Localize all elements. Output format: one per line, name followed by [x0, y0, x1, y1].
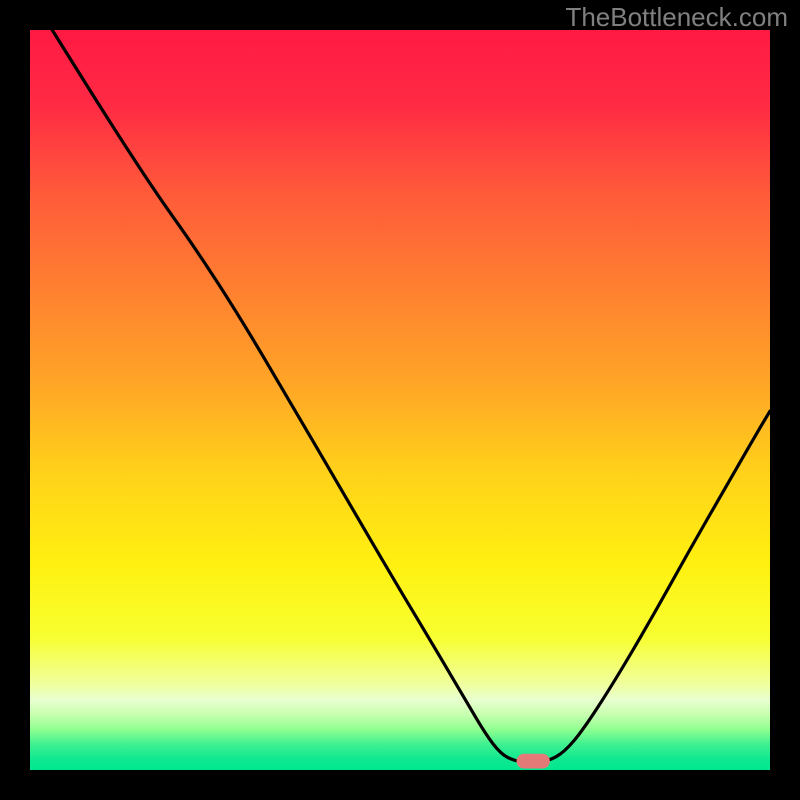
- chart-stage: TheBottleneck.com: [0, 0, 800, 800]
- plot-background: [30, 30, 770, 770]
- bottleneck-chart: [0, 0, 800, 800]
- optimum-marker: [517, 754, 550, 769]
- watermark-text: TheBottleneck.com: [565, 2, 788, 33]
